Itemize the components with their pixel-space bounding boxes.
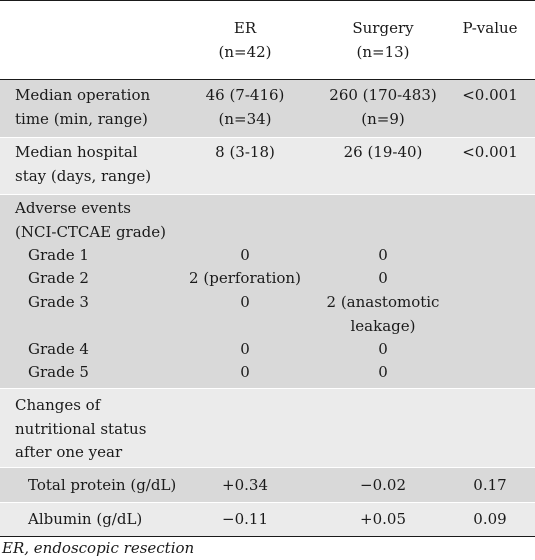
col-header-surgery: Surgery (n=13) [352, 19, 414, 61]
row-label: Changes of nutritional status after one … [15, 396, 147, 461]
er-value: 46 (7-416) (n=34) [205, 86, 285, 128]
grade-label: Grade 5 [28, 363, 89, 381]
surgery-value: 0 [378, 340, 388, 358]
surgery-value: 0 [378, 363, 388, 381]
er-value: 2 (perforation) [189, 269, 301, 287]
table-row-total-protein: Total protein (g/dL) +0.34 −0.02 0.17 [0, 468, 535, 502]
er-value: −0.11 [222, 510, 268, 528]
grade-label: Grade 3 [28, 293, 89, 311]
table-row-adverse-events: Adverse events (NCI-CTCAE grade) Grade 1… [0, 195, 535, 388]
surgery-value: +0.05 [360, 510, 406, 528]
er-value: 0 [240, 340, 250, 358]
table-row-albumin: Albumin (g/dL) −0.11 +0.05 0.09 [0, 503, 535, 536]
surgery-value: 260 (170-483) (n=9) [329, 86, 437, 128]
surgery-value: 2 (anastomotic leakage) [326, 293, 440, 335]
table-footnote: ER, endoscopic resection [2, 539, 195, 557]
er-value: +0.34 [222, 476, 268, 494]
header-rule [0, 79, 535, 80]
p-value: <0.001 [462, 143, 518, 161]
table-row-operation-time: Median operation time (min, range) 46 (7… [0, 80, 535, 137]
row-label: Albumin (g/dL) [28, 510, 143, 528]
er-value: 0 [240, 246, 250, 264]
grade-label: Grade 2 [28, 269, 89, 287]
bottom-rule [0, 536, 535, 537]
surgery-value: 26 (19-40) [343, 143, 423, 161]
p-value: 0.09 [473, 510, 507, 528]
p-value: <0.001 [462, 86, 518, 104]
row-label: Total protein (g/dL) [28, 476, 177, 494]
er-value: 0 [240, 293, 250, 311]
row-label: Median operation time (min, range) [15, 86, 151, 128]
er-value: 8 (3-18) [215, 143, 275, 161]
grade-label: Grade 1 [28, 246, 89, 264]
row-label: Adverse events (NCI-CTCAE grade) [15, 199, 167, 241]
surgery-value: −0.02 [360, 476, 406, 494]
table-row-nutrition-header: Changes of nutritional status after one … [0, 389, 535, 467]
er-value: 0 [240, 363, 250, 381]
surgery-value: 0 [378, 246, 388, 264]
grade-label: Grade 4 [28, 340, 89, 358]
surgery-value: 0 [378, 269, 388, 287]
table-row-hospital-stay: Median hospital stay (days, range) 8 (3-… [0, 138, 535, 194]
p-value: 0.17 [473, 476, 507, 494]
top-rule [0, 0, 535, 1]
row-label: Median hospital stay (days, range) [15, 143, 152, 185]
col-header-pvalue: P-value [462, 19, 518, 37]
col-header-er: ER (n=42) [218, 19, 272, 61]
